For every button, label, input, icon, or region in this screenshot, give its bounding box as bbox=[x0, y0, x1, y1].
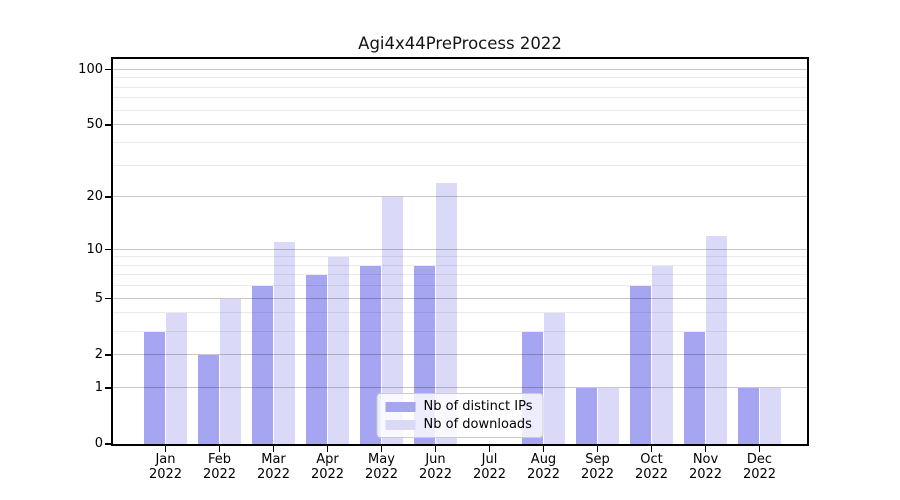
bar-ips-nov-2022 bbox=[683, 331, 706, 444]
bar-downloads-jan-2022 bbox=[165, 313, 188, 444]
x-tick-mark-4 bbox=[326, 446, 329, 452]
x-tick-label-jan-2022: Jan 2022 bbox=[148, 452, 183, 482]
legend-swatch-downloads bbox=[385, 419, 416, 430]
y-tick-mark-10 bbox=[105, 248, 111, 251]
y-tick-label-1: 1 bbox=[94, 379, 103, 395]
x-tick-label-may-2022: May 2022 bbox=[364, 452, 399, 482]
bar-ips-oct-2022 bbox=[629, 286, 652, 444]
x-tick-label-jul-2022: Jul 2022 bbox=[472, 452, 507, 482]
bar-downloads-apr-2022 bbox=[327, 257, 350, 444]
y-tick-label-5: 5 bbox=[94, 290, 103, 306]
x-tick-mark-12 bbox=[758, 446, 761, 452]
legend-label-distinct-ips: Nb of distinct IPs bbox=[423, 399, 533, 414]
x-tick-mark-10 bbox=[650, 446, 653, 452]
x-tick-label-oct-2022: Oct 2022 bbox=[634, 452, 669, 482]
bar-downloads-aug-2022 bbox=[543, 313, 566, 444]
bar-downloads-may-2022 bbox=[381, 197, 404, 444]
x-tick-mark-2 bbox=[218, 446, 221, 452]
x-tick-label-dec-2022: Dec 2022 bbox=[742, 452, 777, 482]
y-tick-label-20: 20 bbox=[86, 189, 103, 205]
x-tick-mark-7 bbox=[488, 446, 491, 452]
plot-area: Nb of distinct IPs Nb of downloads bbox=[111, 56, 809, 446]
bar-downloads-sep-2022 bbox=[597, 387, 620, 444]
bar-downloads-feb-2022 bbox=[219, 298, 242, 444]
x-tick-mark-9 bbox=[596, 446, 599, 452]
bar-downloads-nov-2022 bbox=[705, 236, 728, 444]
bar-ips-apr-2022 bbox=[305, 275, 328, 444]
y-tick-mark-20 bbox=[105, 196, 111, 198]
x-tick-mark-1 bbox=[164, 446, 167, 452]
bar-downloads-dec-2022 bbox=[759, 387, 782, 444]
y-tick-label-50: 50 bbox=[86, 117, 103, 133]
bars-layer bbox=[113, 59, 807, 444]
bar-ips-dec-2022 bbox=[737, 387, 760, 444]
bar-downloads-jun-2022 bbox=[435, 182, 458, 444]
bar-ips-may-2022 bbox=[359, 265, 382, 444]
x-tick-label-sep-2022: Sep 2022 bbox=[580, 452, 615, 482]
y-tick-mark-2 bbox=[105, 354, 111, 356]
y-tick-mark-50 bbox=[105, 124, 111, 126]
bar-downloads-mar-2022 bbox=[273, 242, 296, 444]
y-tick-label-2: 2 bbox=[94, 346, 103, 362]
y-tick-label-0: 0 bbox=[94, 436, 103, 451]
x-tick-label-feb-2022: Feb 2022 bbox=[202, 452, 237, 482]
legend-swatch-distinct-ips bbox=[385, 401, 416, 412]
x-tick-mark-5 bbox=[380, 446, 383, 452]
y-tick-mark-5 bbox=[105, 297, 111, 300]
bar-ips-mar-2022 bbox=[251, 286, 274, 444]
x-tick-mark-8 bbox=[542, 446, 545, 452]
legend-label-downloads: Nb of downloads bbox=[423, 417, 532, 432]
x-tick-label-mar-2022: Mar 2022 bbox=[256, 452, 291, 482]
x-tick-label-nov-2022: Nov 2022 bbox=[688, 452, 723, 482]
y-tick-label-10: 10 bbox=[86, 241, 103, 257]
chart-title: Agi4x44PreProcess 2022 bbox=[358, 34, 562, 53]
x-tick-label-apr-2022: Apr 2022 bbox=[310, 452, 345, 482]
bar-downloads-oct-2022 bbox=[651, 265, 674, 444]
x-tick-label-jun-2022: Jun 2022 bbox=[418, 452, 453, 482]
bar-ips-sep-2022 bbox=[575, 387, 598, 444]
x-tick-mark-3 bbox=[272, 446, 275, 452]
y-tick-mark-0 bbox=[105, 443, 111, 445]
legend-item-distinct-ips: Nb of distinct IPs bbox=[385, 399, 533, 414]
y-tick-label-100: 100 bbox=[78, 61, 103, 77]
y-tick-mark-100 bbox=[105, 68, 111, 71]
x-tick-mark-11 bbox=[704, 446, 707, 452]
bar-ips-feb-2022 bbox=[197, 354, 220, 444]
legend: Nb of distinct IPs Nb of downloads bbox=[376, 393, 544, 438]
x-tick-label-aug-2022: Aug 2022 bbox=[526, 452, 561, 482]
x-tick-mark-6 bbox=[434, 446, 437, 452]
bar-ips-jan-2022 bbox=[143, 331, 166, 444]
legend-item-downloads: Nb of downloads bbox=[385, 417, 533, 432]
y-tick-mark-1 bbox=[105, 387, 111, 389]
